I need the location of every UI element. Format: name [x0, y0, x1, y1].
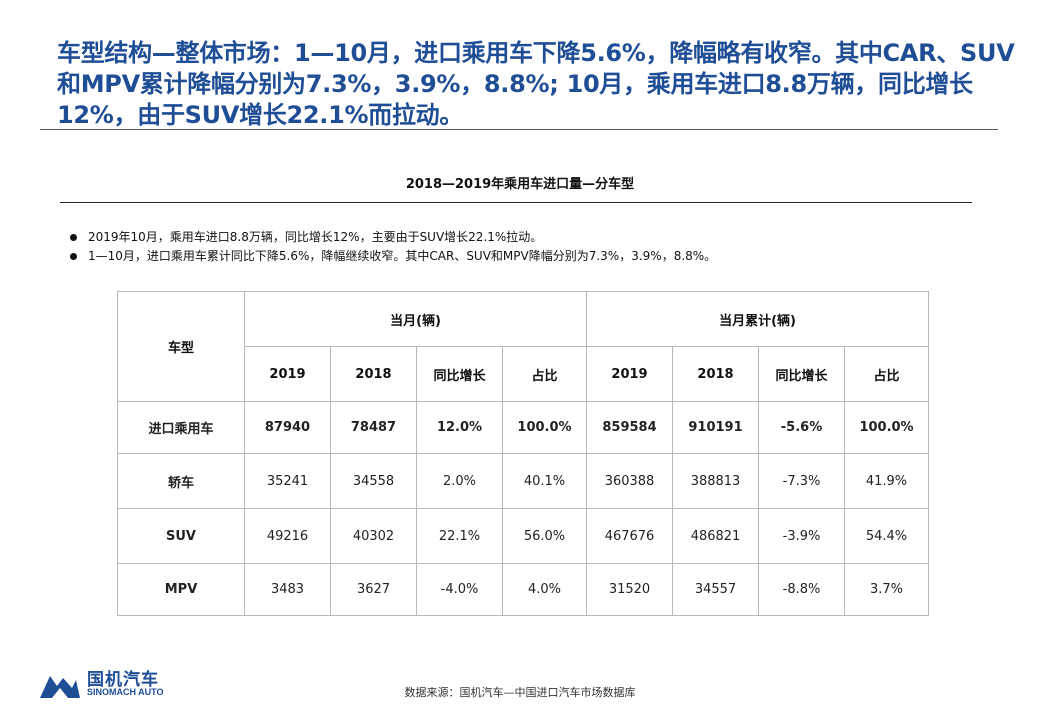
bullet-item: 1—10月，进口乘用车累计同比下降5.6%，降幅继续收窄。其中CAR、SUV和M…	[70, 247, 970, 266]
bullet-text: 2019年10月，乘用车进口8.8万辆，同比增长12%，主要由于SUV增长22.…	[88, 230, 543, 244]
table-cell: 35241	[244, 453, 331, 509]
row-type-label: 进口乘用车	[117, 401, 245, 454]
column-header: 占比	[501, 346, 588, 402]
row-type-label: 轿车	[117, 453, 245, 509]
row-type-label: SUV	[117, 508, 245, 564]
cumulative-group-header: 当月累计(辆)	[586, 291, 930, 347]
table-cell: 49216	[244, 508, 331, 564]
monthly-group-header: 当月(辆)	[243, 291, 588, 347]
table-cell: 34558	[330, 453, 417, 509]
table-row: MPV 3483 3627 -4.0% 4.0% 31520 34557 -8.…	[117, 563, 930, 616]
column-header: 同比增长	[416, 346, 503, 402]
table-cell: 78487	[330, 401, 417, 454]
bullet-text: 1—10月，进口乘用车累计同比下降5.6%，降幅继续收窄。其中CAR、SUV和M…	[88, 249, 717, 263]
table-cell: 467676	[586, 508, 674, 564]
table-cell: 486821	[672, 508, 760, 564]
column-header: 占比	[844, 346, 930, 402]
logo-name-en: SINOMACH AUTO	[87, 687, 164, 697]
table-cell: 360388	[586, 453, 674, 509]
table-cell: 910191	[672, 401, 760, 454]
bullet-item: 2019年10月，乘用车进口8.8万辆，同比增长12%，主要由于SUV增长22.…	[70, 228, 970, 247]
company-logo: 国机汽车 SINOMACH AUTO	[40, 664, 240, 704]
table-cell: 4.0%	[501, 563, 588, 616]
column-header: 2018	[672, 346, 760, 402]
table-cell: 2.0%	[416, 453, 503, 509]
table-cell: 3483	[244, 563, 331, 616]
column-header: 2018	[330, 346, 417, 402]
table-cell: 40302	[330, 508, 417, 564]
column-header: 同比增长	[758, 346, 846, 402]
table-cell: 54.4%	[844, 508, 930, 564]
data-source-note: 数据来源：国机汽车—中国进口汽车市场数据库	[404, 686, 636, 699]
table-cell: 22.1%	[416, 508, 503, 564]
table-cell: -3.9%	[758, 508, 846, 564]
table-cell: 3627	[330, 563, 417, 616]
table-cell: 859584	[586, 401, 674, 454]
table-cell: 56.0%	[501, 508, 588, 564]
table-title: 2018—2019年乘用车进口量—分车型	[405, 177, 635, 192]
table-row: SUV 49216 40302 22.1% 56.0% 467676 48682…	[117, 508, 930, 564]
type-column-header: 车型	[117, 291, 245, 402]
table-cell: 31520	[586, 563, 674, 616]
table-cell: -4.0%	[416, 563, 503, 616]
bullet-dot-icon	[70, 253, 77, 260]
logo-name-cn: 国机汽车	[87, 670, 159, 690]
column-header: 2019	[586, 346, 674, 402]
table-cell: 41.9%	[844, 453, 930, 509]
table-cell: -8.8%	[758, 563, 846, 616]
table-row-total: 进口乘用车 87940 78487 12.0% 100.0% 859584 91…	[117, 401, 930, 454]
row-type-label: MPV	[117, 563, 245, 616]
column-header: 2019	[244, 346, 331, 402]
summary-bullets: 2019年10月，乘用车进口8.8万辆，同比增长12%，主要由于SUV增长22.…	[70, 228, 970, 266]
table-cell: 100.0%	[501, 401, 588, 454]
page-headline: 车型结构—整体市场：1—10月，进口乘用车下降5.6%，降幅略有收窄。其中CAR…	[57, 39, 1015, 129]
table-row: 轿车 35241 34558 2.0% 40.1% 360388 388813 …	[117, 453, 930, 509]
headline-divider	[40, 129, 998, 130]
table-cell: 12.0%	[416, 401, 503, 454]
title-divider	[60, 202, 972, 203]
table-cell: -5.6%	[758, 401, 846, 454]
import-volume-table: 车型 当月(辆) 当月累计(辆) 2019 2018 同比增长 占比 2019 …	[117, 291, 930, 616]
table-cell: 87940	[244, 401, 331, 454]
bullet-dot-icon	[70, 234, 77, 241]
table-cell: -7.3%	[758, 453, 846, 509]
table-cell: 3.7%	[844, 563, 930, 616]
sinomach-logo-icon	[40, 676, 80, 698]
table-cell: 34557	[672, 563, 760, 616]
table-cell: 388813	[672, 453, 760, 509]
table-cell: 40.1%	[501, 453, 588, 509]
table-cell: 100.0%	[844, 401, 930, 454]
